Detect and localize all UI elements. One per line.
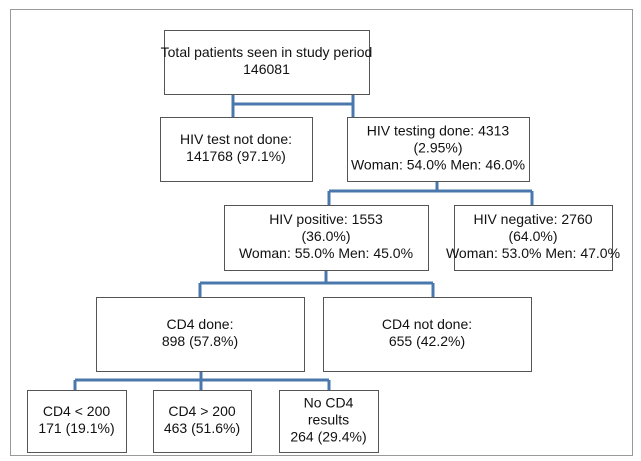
node-box (160, 117, 313, 182)
node-box (96, 297, 305, 372)
connector (231, 94, 355, 117)
frame (10, 9, 633, 456)
node-label: (36.0%) (301, 228, 350, 244)
connector (198, 270, 435, 297)
node-label: Woman: 55.0% Men: 45.0% (239, 245, 413, 261)
node-label: No CD4 (304, 395, 354, 411)
node-label: Woman: 53.0% Men: 47.0% (446, 245, 620, 261)
node-label: 898 (57.8%) (162, 333, 238, 349)
node-box (153, 390, 252, 453)
node-label: CD4 not done: (382, 316, 472, 332)
node-label: 171 (19.1%) (38, 420, 114, 436)
node-label: CD4 < 200 (43, 403, 111, 419)
node-label: 655 (42.2%) (389, 333, 465, 349)
connector (327, 181, 534, 205)
node-label: results (308, 412, 349, 428)
node-label: HIV test not done: (180, 131, 292, 147)
node-label: 146081 (243, 61, 290, 77)
node-label: HIV negative: 2760 (473, 211, 592, 227)
node-box (224, 205, 429, 271)
node-label: (2.95%) (413, 140, 462, 156)
node-label: 463 (51.6%) (164, 420, 240, 436)
node-box (27, 390, 127, 453)
node-label: CD4 done: (167, 316, 234, 332)
node-label: (64.0%) (508, 228, 557, 244)
node-box (164, 30, 370, 95)
connectors (73, 94, 534, 390)
node-label: HIV testing done: 4313 (367, 123, 510, 139)
node-label: CD4 > 200 (168, 403, 236, 419)
node-label: HIV positive: 1553 (269, 211, 383, 227)
connector (73, 371, 331, 390)
node-box (279, 390, 379, 453)
node-box (454, 205, 613, 271)
node-box (347, 117, 530, 182)
node-label: 264 (29.4%) (290, 429, 366, 445)
node-label: 141768 (97.1%) (186, 148, 286, 164)
node-label: Woman: 54.0% Men: 46.0% (351, 157, 525, 173)
node-box (323, 297, 532, 372)
node-label: Total patients seen in study period (161, 44, 373, 60)
